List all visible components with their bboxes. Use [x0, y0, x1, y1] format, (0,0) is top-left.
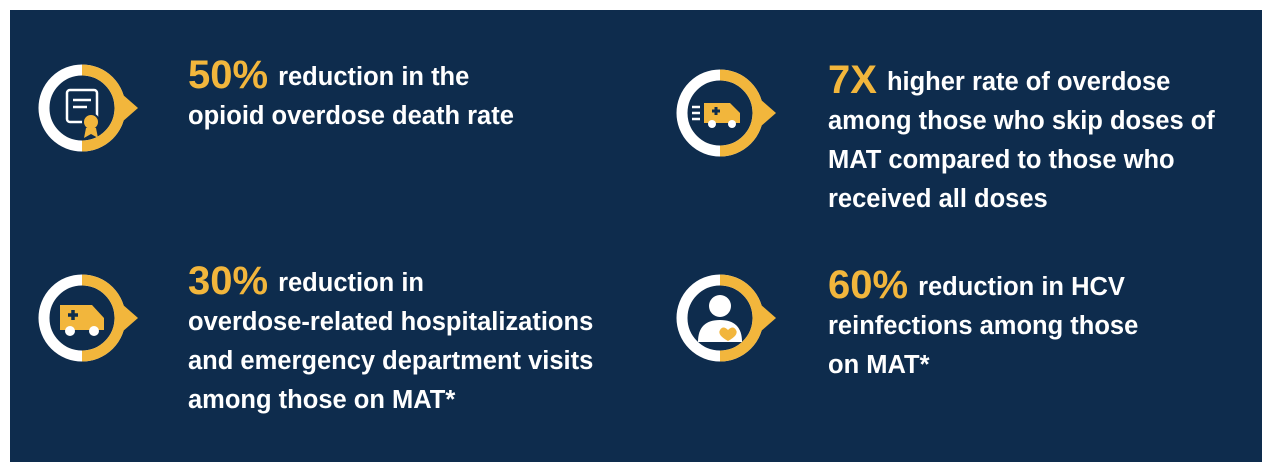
stat-text: received all doses: [828, 185, 1048, 213]
pointer: [122, 304, 138, 332]
ring-accent: [719, 274, 764, 362]
icon-part: [719, 327, 737, 341]
pointer: [122, 94, 138, 122]
ring-accent: [81, 64, 126, 152]
pointer: [760, 304, 776, 332]
stat-text: among those on MAT*: [188, 386, 455, 414]
stat: 50%: [188, 53, 268, 97]
stat: 7X: [828, 58, 877, 102]
icon: [65, 88, 100, 138]
stat-text: among those who skip doses of: [828, 107, 1215, 135]
stat-text: reduction in the: [278, 63, 469, 91]
stat: 60%: [828, 263, 908, 307]
icon-part: [712, 107, 720, 115]
stat-text: MAT compared to those who: [828, 146, 1175, 174]
ring-accent: [81, 274, 126, 362]
background: [10, 10, 1262, 462]
stat-text: higher rate of overdose: [887, 68, 1170, 96]
icon: [692, 103, 740, 128]
icon-part: [89, 326, 99, 336]
item: 30% reduction in overdose-related hospital…: [38, 259, 593, 414]
stat-text: overdose-related hospitalizations: [188, 308, 593, 336]
stat-text: reduction in HCV: [918, 273, 1125, 301]
icon: [60, 305, 104, 336]
item: 50% reduction in the opioid overdose death…: [38, 53, 514, 152]
item: 7X higher rate of overdose among those who…: [676, 58, 1215, 213]
ring-accent: [719, 69, 764, 157]
stat-text: opioid overdose death rate: [188, 102, 514, 130]
icon-part: [82, 113, 100, 131]
stat-text: on MAT*: [828, 351, 930, 379]
icon-part: [68, 310, 78, 320]
icon-part: [60, 305, 104, 330]
stat-text: reduction in: [278, 269, 424, 297]
icon-part: [708, 120, 716, 128]
icon-part: [84, 128, 98, 138]
icon: [698, 295, 742, 342]
stat-text: and emergency department visits: [188, 347, 593, 375]
item: 60% reduction in HCV reinfections among th…: [676, 263, 1138, 379]
icon-part: [709, 295, 731, 317]
icon-part: [704, 103, 740, 123]
pointer: [760, 99, 776, 127]
stat-text: reinfections among those: [828, 312, 1138, 340]
stat: 30%: [188, 259, 268, 303]
icon-part: [65, 326, 75, 336]
icon-part: [728, 120, 736, 128]
